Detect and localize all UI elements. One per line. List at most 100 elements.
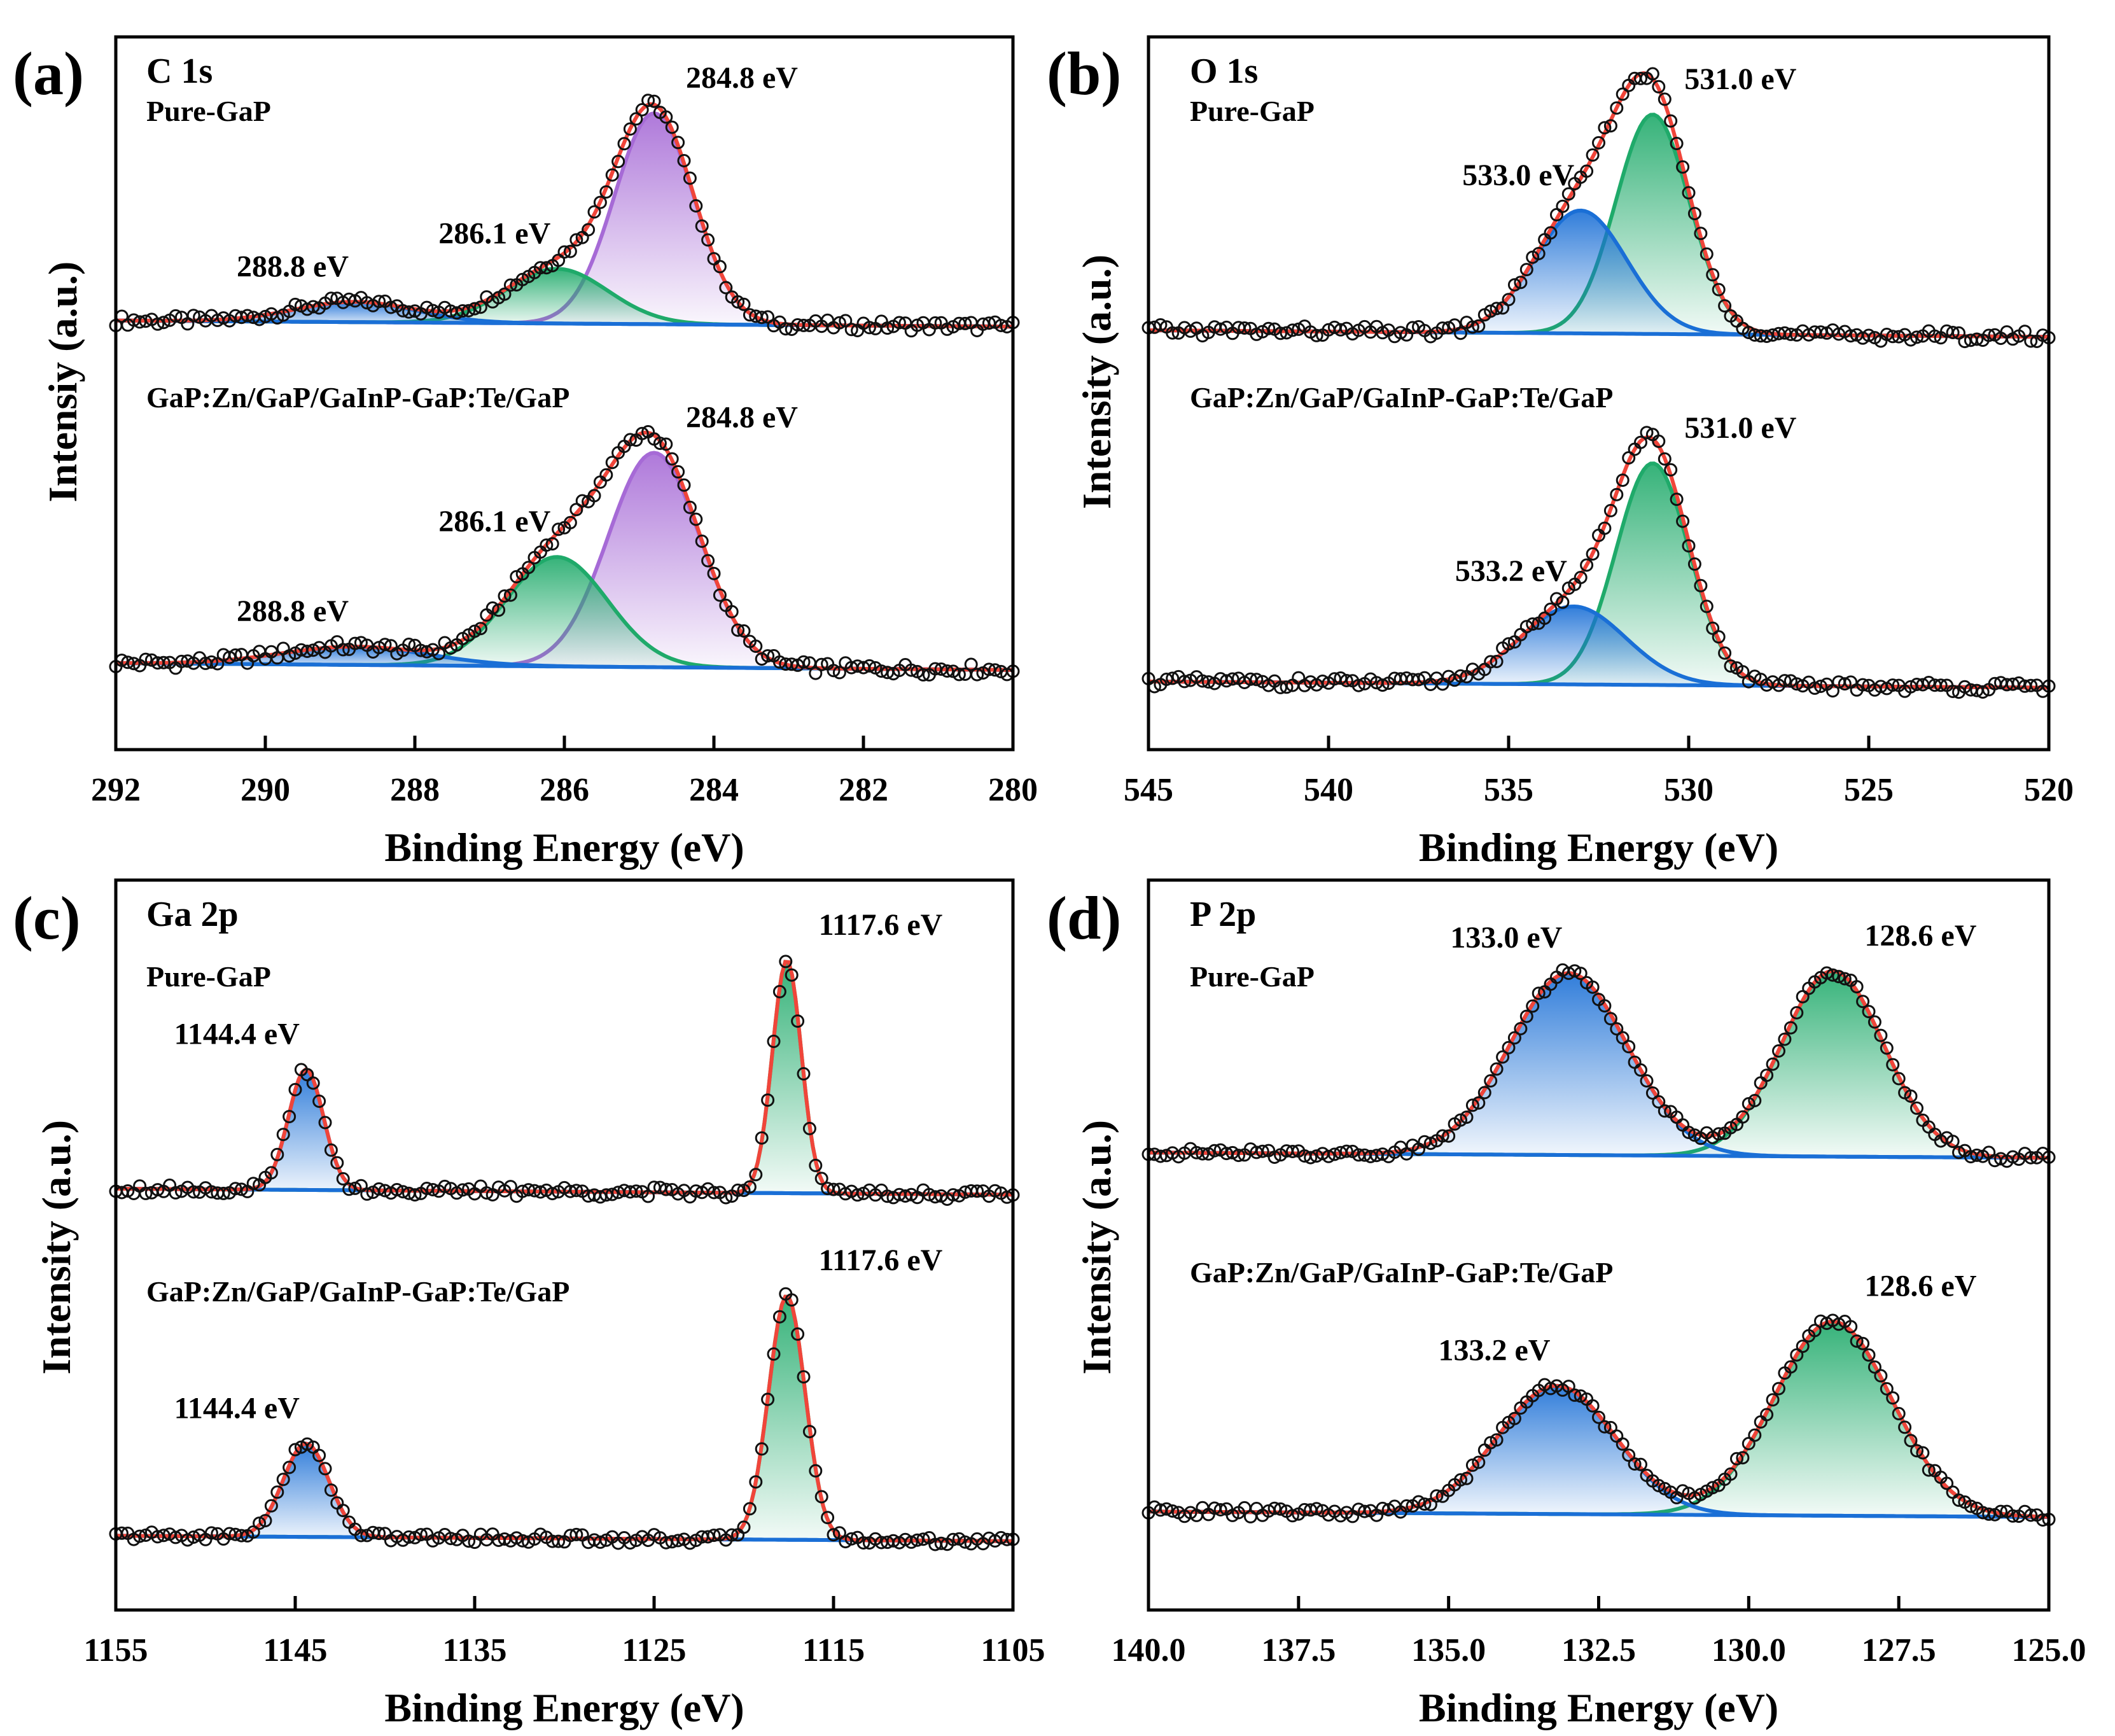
- data-point: [772, 1310, 786, 1324]
- data-point: [988, 1184, 1002, 1198]
- data-point: [1213, 1503, 1227, 1516]
- data-point: [563, 244, 577, 258]
- sample-name: GaP:Zn/GaP/GaInP-GaP:Te/GaP: [146, 1275, 569, 1308]
- data-point: [1472, 1455, 1486, 1469]
- data-point: [743, 308, 757, 322]
- data-point: [157, 316, 171, 330]
- x-tick-label: 1125: [622, 1632, 686, 1669]
- data-point: [1783, 327, 1797, 341]
- data-point: [1898, 1420, 1912, 1434]
- peak-label: 133.2 eV: [1438, 1334, 1550, 1368]
- data-point: [1934, 678, 1948, 692]
- data-point: [372, 1527, 386, 1541]
- data-point: [216, 1186, 230, 1200]
- data-point: [779, 955, 793, 969]
- data-point: [713, 260, 727, 274]
- data-point: [264, 1499, 278, 1513]
- data-point: [121, 655, 135, 669]
- data-point: [1586, 148, 1600, 162]
- peak-label: 288.8 eV: [237, 594, 349, 628]
- data-point: [1862, 328, 1876, 342]
- data-point: [1718, 646, 1732, 660]
- peak-fill-1: [1148, 210, 2049, 337]
- data-point: [623, 433, 637, 447]
- data-point: [1472, 319, 1486, 333]
- data-point: [683, 171, 697, 185]
- data-point: [1454, 669, 1467, 683]
- data-point: [659, 110, 673, 124]
- data-point: [641, 1189, 655, 1203]
- peak-fill-1: [116, 269, 1013, 327]
- data-point: [1844, 329, 1858, 343]
- data-point: [1952, 1493, 1965, 1507]
- data-point: [1838, 677, 1852, 691]
- data-point: [725, 605, 739, 619]
- data-point: [940, 322, 954, 336]
- data-point: [306, 1076, 320, 1090]
- data-point: [1634, 1457, 1647, 1471]
- data-point: [1267, 1501, 1281, 1515]
- data-point: [1814, 680, 1827, 693]
- data-point: [1676, 1484, 1690, 1498]
- panel-d: (d) P 2p Intensity (a.u.) Binding Energy (e…: [1047, 878, 2086, 1730]
- data-point: [283, 1460, 297, 1474]
- data-point: [264, 1166, 278, 1180]
- data-point: [545, 1187, 559, 1201]
- data-point: [911, 318, 925, 332]
- data-point: [1652, 80, 1666, 94]
- data-point: [1706, 621, 1720, 635]
- peak-label: 128.6 eV: [1864, 1270, 1976, 1303]
- data-point: [1850, 1334, 1864, 1348]
- data-point: [300, 645, 314, 658]
- data-point: [952, 668, 966, 682]
- x-axis-label: Binding Energy (eV): [384, 1685, 744, 1730]
- data-point: [623, 122, 637, 136]
- data-point: [1783, 1021, 1797, 1035]
- data-point: [1616, 473, 1630, 487]
- data-point: [1634, 435, 1647, 449]
- data-point: [970, 668, 984, 682]
- panel-letter: (a): [13, 39, 84, 108]
- data-point: [862, 659, 876, 673]
- peak-label: 284.8 eV: [686, 61, 798, 95]
- data-point: [1274, 1502, 1287, 1516]
- data-point: [593, 195, 607, 209]
- data-point: [1634, 1063, 1647, 1077]
- data-point: [1856, 678, 1870, 692]
- data-point: [809, 1464, 823, 1478]
- x-axis-label: Binding Energy (eV): [1419, 1685, 1778, 1730]
- data-point: [647, 94, 661, 108]
- data-point: [276, 1128, 290, 1142]
- data-point: [1970, 1148, 1984, 1162]
- data-point: [587, 205, 601, 219]
- data-point: [1682, 539, 1696, 553]
- data-point: [402, 638, 416, 651]
- data-point: [827, 1528, 841, 1542]
- raw-data-points: [109, 94, 1020, 338]
- data-point: [1964, 1499, 1978, 1513]
- sample-name: GaP:Zn/GaP/GaInP-GaP:Te/GaP: [146, 381, 569, 414]
- data-point: [1304, 1151, 1318, 1165]
- data-point: [1364, 1149, 1378, 1163]
- data-point: [414, 1528, 428, 1542]
- data-point: [659, 1182, 673, 1196]
- data-point: [1712, 283, 1726, 297]
- data-point: [605, 168, 619, 182]
- data-point: [1250, 327, 1264, 341]
- data-point: [390, 1183, 404, 1196]
- sample-heterostructure: GaP:Zn/GaP/GaInP-GaP:Te/GaP 284.8 eV 286.1…: [109, 381, 1020, 682]
- sample-heterostructure: GaP:Zn/GaP/GaInP-GaP:Te/GaP 1117.6 eV 1144…: [109, 1243, 1020, 1551]
- data-point: [1454, 1473, 1467, 1487]
- data-point: [1700, 599, 1714, 613]
- data-point: [443, 1532, 457, 1546]
- data-point: [1393, 326, 1407, 340]
- raw-data-points: [109, 1287, 1020, 1551]
- data-point: [928, 1190, 942, 1204]
- data-point: [767, 1034, 781, 1048]
- data-point: [1658, 452, 1672, 466]
- data-point: [946, 1188, 960, 1202]
- data-point: [1687, 207, 1701, 221]
- data-point: [1196, 674, 1210, 688]
- data-point: [324, 1483, 338, 1497]
- data-point: [1676, 514, 1690, 528]
